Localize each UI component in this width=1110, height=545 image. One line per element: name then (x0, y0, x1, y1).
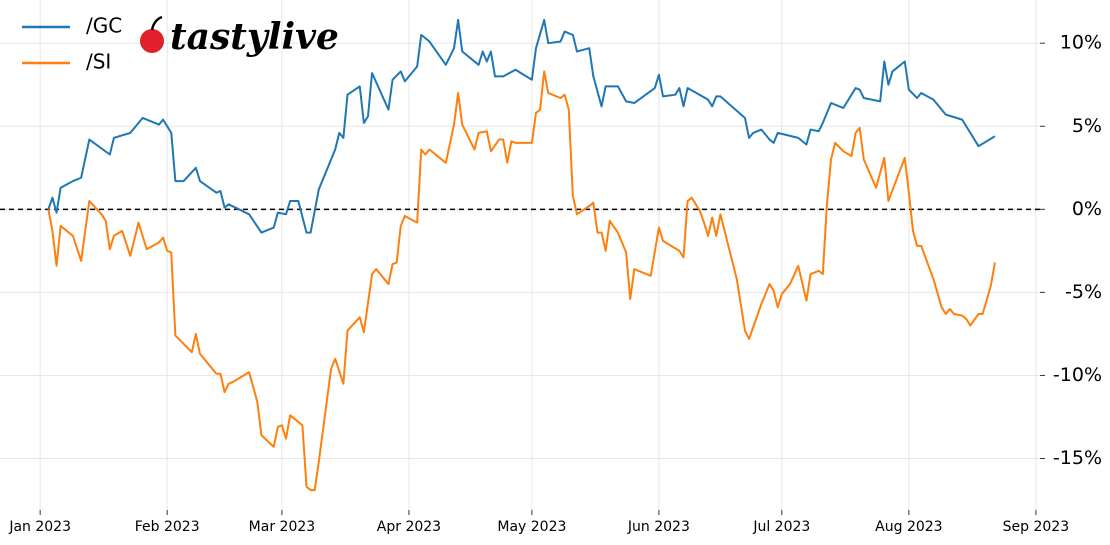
logo: tastylive (140, 15, 339, 58)
plot-lines (0, 18, 1040, 492)
y-tick-label: -10% (1053, 364, 1102, 386)
logo-icon (140, 29, 164, 53)
x-tick-label: Mar 2023 (249, 519, 316, 535)
x-tick-label: May 2023 (497, 519, 566, 535)
y-tick-label: -5% (1065, 281, 1102, 303)
y-tick-label: -15% (1053, 447, 1102, 469)
axes: -15% -10% -5% 0% 5% 10% Jan 2023 Feb 2023 Mar 20… (8, 32, 1102, 535)
series-line (47, 18, 996, 234)
x-tick-label: Jan 2023 (8, 519, 71, 535)
x-tick-label: Aug 2023 (875, 519, 942, 535)
logo-text: tastylive (170, 16, 339, 58)
series-line (47, 70, 996, 492)
x-tick-label: Feb 2023 (135, 519, 200, 535)
y-tick-label: 10% (1060, 32, 1102, 54)
legend: /GC/SI (22, 14, 122, 74)
logo-stem (150, 15, 163, 31)
y-tick-label: 5% (1072, 115, 1102, 137)
x-tick-label: Jul 2023 (752, 519, 810, 535)
x-tick-label: Apr 2023 (377, 519, 441, 535)
legend-label: /GC (86, 14, 122, 38)
x-tick-label: Sep 2023 (1003, 519, 1069, 535)
grid (0, 0, 1040, 510)
x-tick-label: Jun 2023 (627, 519, 690, 535)
y-tick-label: 0% (1072, 198, 1102, 220)
legend-label: /SI (86, 50, 111, 74)
